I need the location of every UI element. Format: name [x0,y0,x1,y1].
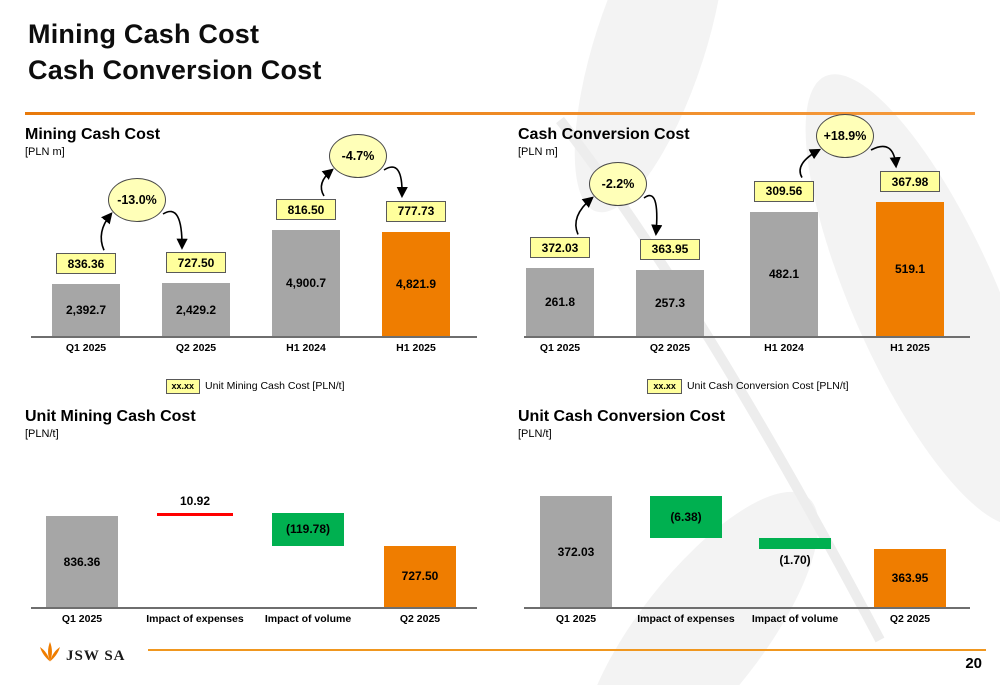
x-axis [524,336,970,338]
axis-category-label: Q1 2025 [61,613,103,625]
waterfall-total-bar: 836.36 [46,516,118,607]
axis-category-label: Q1 2025 [539,342,581,354]
unit-cost-box: 816.50 [276,199,336,220]
bar-q1-2025: 2,392.7 [52,284,120,336]
waterfall-total-bar: 372.03 [540,496,612,607]
unit-cost-box: 777.73 [386,200,446,222]
legend-label: Unit Cash Conversion Cost [PLN/t] [686,380,849,393]
axis-category-label: H1 2025 [890,342,930,354]
impact-value-label: 10.92 [179,494,211,509]
jsw-logo-text: JSW SA [66,648,126,664]
impact-bar: (6.38) [650,496,722,538]
bar-h1-2025: 4,821.9 [382,231,450,336]
axis-category-label: Q2 2025 [889,613,931,625]
bar-q2-2025: 257.3 [636,269,704,336]
legend-unit-cash-conversion-cost: xx.xx Unit Cash Conversion Cost [PLN/t] [518,379,978,394]
axis-category-label: Impact of volume [751,613,839,625]
impact-bar: (119.78) [272,513,344,546]
jsw-logo: JSW SA [38,641,126,672]
bar-h1-2024: 4,900.7 [272,230,340,336]
plot-area-cash-conversion-cost: 261.8 372.03 Q1 2025 257.3 363.95 Q2 2025 482.… [518,114,978,404]
chart-mining-cash-cost: Mining Cash Cost [PLN m] 2,392.7 836.36 Q1… [25,126,485,404]
title-divider [25,112,975,115]
x-axis [524,607,970,609]
bar-q1-2025: 261.8 [526,268,594,336]
chart-unit-label: [PLN m] [518,146,558,158]
x-axis [31,336,477,338]
plot-area-mining-cash-cost: 2,392.7 836.36 Q1 2025 2,429.2 727.50 Q2 2025… [25,126,485,404]
pct-change-bubble: -2.2% [589,162,647,206]
unit-cost-box: 836.36 [56,253,116,275]
impact-value-label: (1.70) [779,552,811,567]
slide-title: Mining Cash Cost Cash Conversion Cost [28,16,322,89]
chart-unit-label: [PLN/t] [25,428,59,440]
bar-q2-2025: 2,429.2 [162,283,230,336]
unit-cost-box: 372.03 [530,237,590,259]
slide-title-line2: Cash Conversion Cost [28,55,322,86]
slide-title-line1: Mining Cash Cost [28,19,260,49]
axis-category-label: Q1 2025 [555,613,597,625]
footer-divider [148,649,986,651]
legend-label: Unit Mining Cash Cost [PLN/t] [205,380,345,393]
waterfall-total-bar: 727.50 [384,545,456,607]
unit-cost-box: 367.98 [880,171,940,192]
axis-category-label: Q2 2025 [399,613,441,625]
plot-area-unit-mining-cash-cost: Q1 2025 836.36 Impact of expenses 10.92 Impa… [25,408,485,648]
chart-heading: Mining Cash Cost [25,126,161,143]
axis-category-label: Q2 2025 [649,342,691,354]
unit-cost-box: 309.56 [754,180,814,202]
unit-cost-box: 727.50 [166,252,226,274]
chart-heading: Unit Mining Cash Cost [25,408,196,425]
axis-category-label: Q1 2025 [65,342,107,354]
legend-swatch: xx.xx [647,379,682,394]
axis-category-label: H1 2024 [764,342,804,354]
chart-cash-conversion-cost: Cash Conversion Cost [PLN m] 261.8 372.03… [518,114,978,404]
chart-unit-label: [PLN/t] [518,428,552,440]
legend-swatch: xx.xx [165,379,201,394]
impact-line [157,513,233,517]
pct-change-bubble: +18.9% [816,114,874,158]
page-number: 20 [965,655,982,672]
pct-change-bubble: -4.7% [329,134,387,178]
x-axis [31,607,477,609]
axis-category-label: Impact of expenses [146,613,244,625]
axis-category-label: Impact of volume [264,613,352,625]
impact-bar [759,537,831,549]
axis-category-label: H1 2025 [396,342,436,354]
chart-unit-label: [PLN m] [25,146,65,158]
plot-area-unit-cash-conversion-cost: Q1 2025 372.03 Impact of expenses (6.38) Imp… [518,408,978,648]
axis-category-label: Q2 2025 [175,342,217,354]
chart-unit-mining-cash-cost: Unit Mining Cash Cost [PLN/t] Q1 2025 836… [25,408,485,648]
waterfall-total-bar: 363.95 [874,548,946,607]
axis-category-label: H1 2024 [286,342,326,354]
legend-unit-mining-cash-cost: xx.xx Unit Mining Cash Cost [PLN/t] [25,379,485,394]
bar-h1-2024: 482.1 [750,211,818,336]
unit-cost-box: 363.95 [640,238,700,260]
bar-h1-2025: 519.1 [876,202,944,336]
jsw-logo-icon [38,641,62,672]
axis-category-label: Impact of expenses [637,613,735,625]
pct-change-bubble: -13.0% [108,178,166,222]
chart-unit-cash-conversion-cost: Unit Cash Conversion Cost [PLN/t] Q1 202… [518,408,978,648]
